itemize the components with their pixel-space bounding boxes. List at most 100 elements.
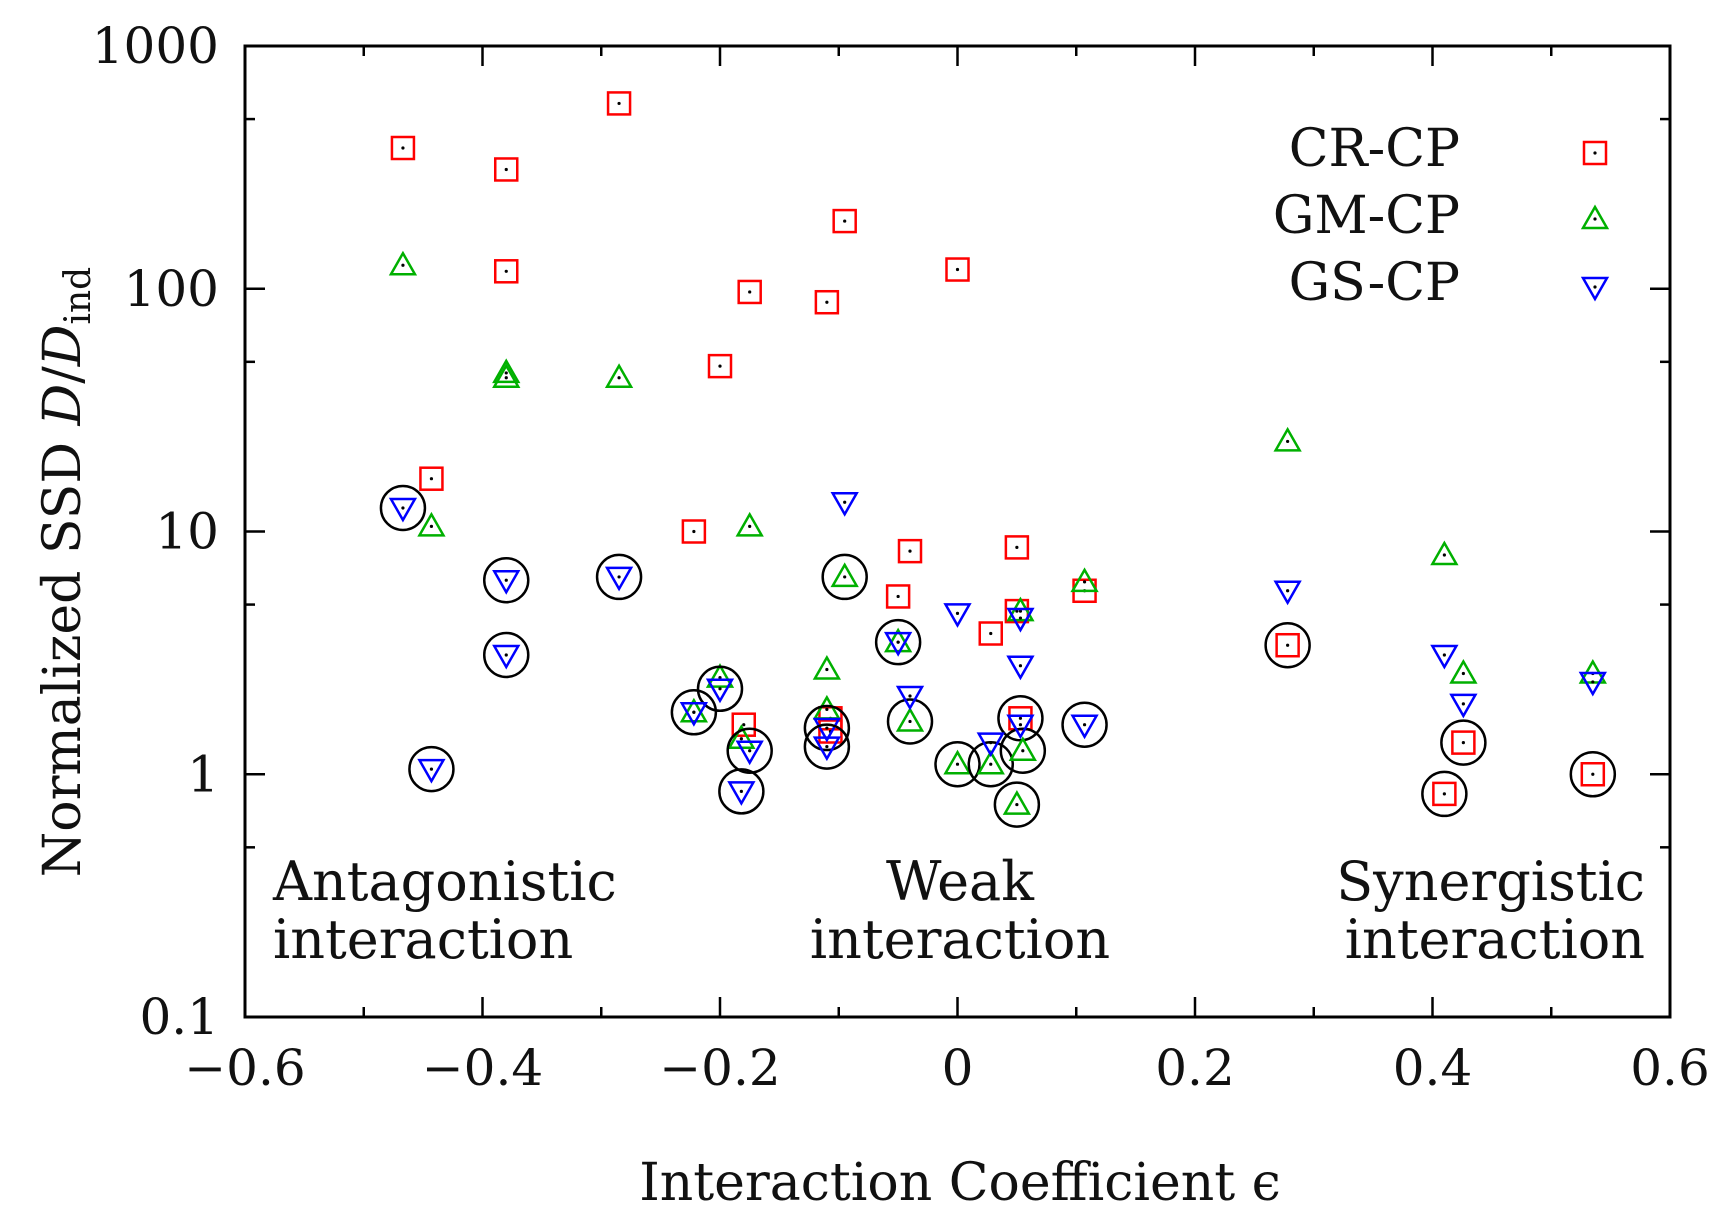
triangle-up-marker-shape [388,250,418,276]
marker-center-dot [843,219,847,223]
tick-labels: −0.6 −0.4 −0.2 0 0.2 0.4 0.6 0.1 1 10 100 1000 [92,17,1710,1097]
cr-cp-point [731,712,756,737]
triangle-down-marker-shape [883,631,913,657]
triangle-down-marker-shape [1273,580,1302,606]
cr-cp-point [606,91,632,116]
marker-center-dot [739,737,743,741]
marker-center-dot [1591,772,1595,776]
gs-cp-point [830,491,859,517]
triangle-up-marker-shape [943,749,972,775]
gs-cp-point [492,569,521,595]
marker-center-dot [401,506,405,510]
marker-center-dot [825,707,829,711]
gm-cp-point [943,749,972,775]
triangle-down-marker-shape [1070,714,1099,740]
y-tick-label: 0.1 [139,988,219,1046]
gm-cp-point [735,511,764,537]
gs-cp-point [812,717,842,743]
gs-cp-point [1578,671,1607,697]
square-marker-shape [897,538,923,564]
marker-center-dot [955,762,960,766]
marker-center-dot [1286,439,1290,444]
square-marker-shape [494,259,519,284]
triangle-up-marker-shape [604,363,634,388]
gm-cp-point [1008,736,1037,761]
triangle-up-marker-shape [812,655,842,680]
marker-center-dot [843,500,847,504]
marker-center-dot [843,575,847,579]
legend-label-gs-cp: GS-CP [1289,253,1460,313]
triangle-down-marker-shape [705,678,735,704]
triangle-down-marker-shape [727,781,756,806]
gs-cp-point [417,758,446,784]
gm-cp-point [812,655,842,680]
gm-cp-point [1070,567,1099,593]
square-marker-shape [978,621,1003,646]
marker-center-dot [401,263,405,267]
marker-center-dot [1593,151,1597,155]
triangle-up-marker-shape [492,363,521,388]
marker-center-dot [617,376,621,380]
triangle-down-marker-shape [830,491,859,517]
highlight-circle [1569,751,1617,798]
x-tick-label: 0.4 [1393,1039,1473,1097]
triangle-down-marker-shape [492,644,521,670]
triangle-down-marker-shape [492,569,521,595]
triangle-up-marker-shape [883,627,913,653]
square-marker-shape [1004,535,1030,560]
marker-center-dot [908,719,912,724]
square-marker-shape [419,466,444,491]
marker-center-dot [1286,589,1290,593]
region-annotations: Antagonistic interaction Weak interactio… [272,850,1645,971]
marker-center-dot [1461,702,1465,706]
square-marker-shape [494,157,519,182]
legend-marker-gs-cp [1580,276,1610,302]
highlight-circle [595,553,643,601]
y-axis-title-sub: ind [58,267,99,325]
marker-center-dot [1018,723,1023,727]
x-tick-label: −0.2 [659,1039,780,1097]
gm-cp-point [1273,426,1302,452]
gs-cp-point [976,732,1005,758]
region-synergistic-line2: interaction [1345,908,1645,971]
highlight-circle [803,704,851,752]
gs-cp-point [812,736,842,762]
highlight-circle [1440,719,1487,766]
triangle-up-marker-shape [492,358,521,384]
gs-cp-point [1006,607,1035,633]
highlight-circle [483,631,530,679]
highlight-circle [726,727,773,774]
marker-center-dot [617,575,621,579]
marker-center-dot [742,723,746,727]
gs-cp-point [1273,580,1302,606]
cr-cp-point [707,353,733,379]
marker-center-dot [1442,553,1446,557]
marker-center-dot [896,640,900,644]
cr-cp-point [1432,781,1457,807]
triangle-down-marker-shape [1430,644,1459,670]
marker-center-dot [504,653,508,657]
x-tick-label: 0 [942,1039,974,1097]
triangle-up-marker-shape [895,706,925,732]
gm-cp-point [1430,540,1459,566]
legend-marker-gm-cp [1580,204,1610,230]
marker-center-dot [504,269,508,273]
region-antagonistic-line1: Antagonistic [272,850,617,913]
y-tick-label: 10 [155,503,219,561]
marker-center-dot [908,549,912,553]
triangle-down-marker-shape [1578,671,1607,697]
gs-cp-point [705,678,735,704]
marker-center-dot [739,789,743,793]
highlight-circle [886,698,934,745]
gm-cp-point [492,363,521,388]
cr-cp-point [945,257,970,282]
triangle-down-marker-shape [976,732,1005,758]
cr-cp-point [1580,762,1606,787]
marker-center-dot [1082,580,1087,584]
marker-center-dot [429,477,434,481]
y-axis-title-Dind: D [33,325,93,368]
cr-cp-point [390,135,416,161]
highlight-circle [718,768,765,815]
gm-cp-point [705,663,735,688]
marker-center-dot [1018,716,1023,720]
